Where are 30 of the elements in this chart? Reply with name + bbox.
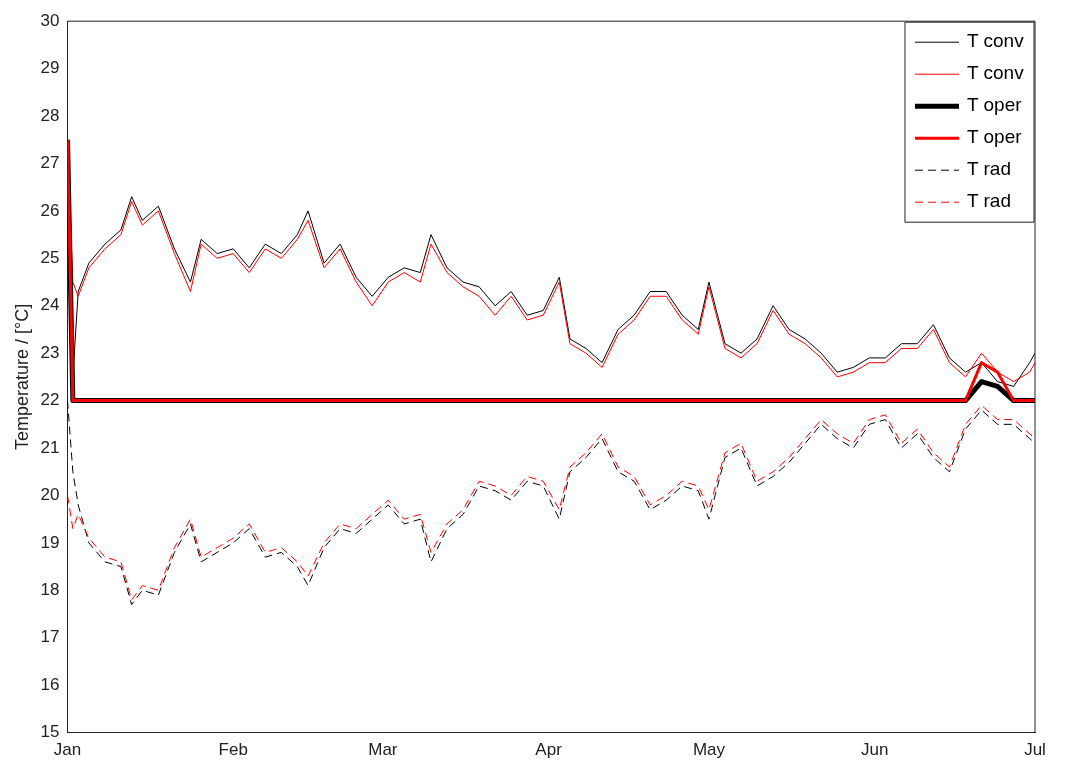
legend-label: T rad <box>966 158 1011 180</box>
legend-label: T rad <box>966 190 1011 212</box>
y-tick-label: 19 <box>40 532 60 552</box>
y-tick-label: 21 <box>40 437 60 457</box>
legend-label: T conv <box>966 62 1025 84</box>
y-tick-label: 29 <box>40 58 60 78</box>
x-tick-label: Jun <box>860 740 889 760</box>
y-tick-label: 20 <box>40 485 60 505</box>
y-tick-label: 17 <box>40 627 60 647</box>
x-tick-label: May <box>692 740 726 760</box>
y-tick-label: 25 <box>40 248 60 268</box>
y-tick-label: 27 <box>40 153 60 173</box>
y-tick-label: 22 <box>40 390 60 410</box>
x-tick-label: Mar <box>368 740 398 760</box>
x-tick-label: Jul <box>1024 740 1046 760</box>
y-tick-label: 23 <box>40 342 60 362</box>
y-tick-label: 24 <box>40 295 60 315</box>
y-tick-label: 28 <box>40 105 60 125</box>
y-tick-label: 15 <box>40 722 60 742</box>
x-tick-label: Apr <box>535 740 563 760</box>
y-tick-label: 30 <box>40 10 60 30</box>
x-tick-label: Jan <box>53 740 82 760</box>
y-tick-label: 26 <box>40 200 60 220</box>
legend-label: T oper <box>966 126 1023 148</box>
y-tick-label: 18 <box>40 580 60 600</box>
legend-label: T oper <box>966 94 1023 116</box>
y-axis-title: Temperature / [°C] <box>11 303 32 451</box>
y-tick-label: 16 <box>40 674 60 694</box>
legend-label: T conv <box>966 30 1025 52</box>
x-tick-label: Feb <box>218 740 248 760</box>
